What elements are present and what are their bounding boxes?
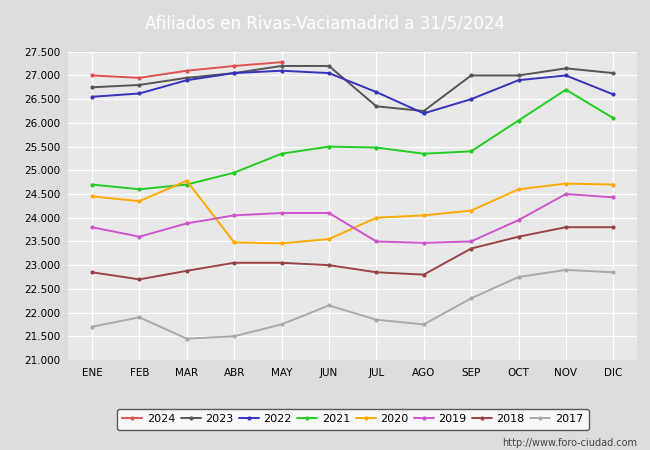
Text: http://www.foro-ciudad.com: http://www.foro-ciudad.com [502, 438, 637, 448]
Text: Afiliados en Rivas-Vaciamadrid a 31/5/2024: Afiliados en Rivas-Vaciamadrid a 31/5/20… [145, 14, 505, 33]
Legend: 2024, 2023, 2022, 2021, 2020, 2019, 2018, 2017: 2024, 2023, 2022, 2021, 2020, 2019, 2018… [117, 409, 588, 430]
